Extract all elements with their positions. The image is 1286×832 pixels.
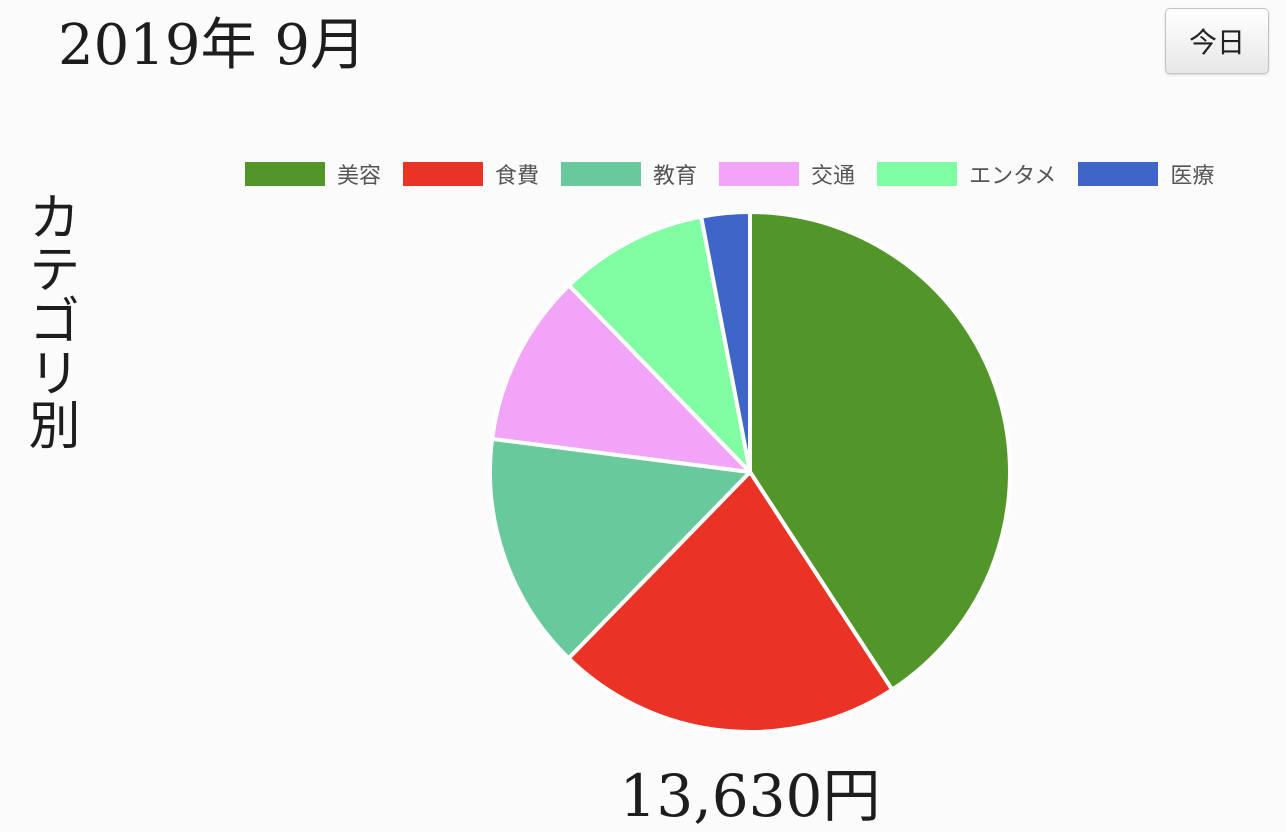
today-button[interactable]: 今日 xyxy=(1165,8,1269,74)
legend-swatch xyxy=(245,162,325,186)
month-title: 2019年 9月 xyxy=(58,13,366,78)
category-view-title: カテゴリ別 xyxy=(19,190,79,450)
pie-slice-4[interactable] xyxy=(490,283,752,474)
category-pie-chart xyxy=(488,210,1012,734)
pie-slice-2[interactable] xyxy=(566,470,895,734)
legend-item[interactable]: エンタメ xyxy=(877,158,1056,190)
legend-item[interactable]: 医療 xyxy=(1078,158,1214,190)
legend-label: 美容 xyxy=(337,164,382,189)
legend-item[interactable]: 食費 xyxy=(403,158,539,190)
pie-slice-5[interactable] xyxy=(567,214,752,474)
pie-slice-6[interactable] xyxy=(699,210,752,474)
legend-item[interactable]: 交通 xyxy=(719,158,855,190)
legend-swatch xyxy=(719,162,800,186)
legend-label: 教育 xyxy=(653,164,698,189)
legend-label: エンタメ xyxy=(969,164,1057,189)
legend-swatch xyxy=(877,162,958,186)
total-amount: 13,630円 xyxy=(619,762,881,830)
legend-swatch xyxy=(1078,162,1159,186)
legend-swatch xyxy=(561,162,642,186)
legend-item[interactable]: 美容 xyxy=(245,158,381,190)
legend-swatch xyxy=(403,162,484,186)
legend-label: 食費 xyxy=(495,164,540,189)
legend-label: 交通 xyxy=(811,164,856,189)
chart-legend: 美容 食費 教育 交通 エンタメ 医療 xyxy=(245,158,1236,190)
legend-label: 医療 xyxy=(1170,164,1215,189)
legend-item[interactable]: 教育 xyxy=(561,158,697,190)
pie-slice-3[interactable] xyxy=(488,436,752,661)
